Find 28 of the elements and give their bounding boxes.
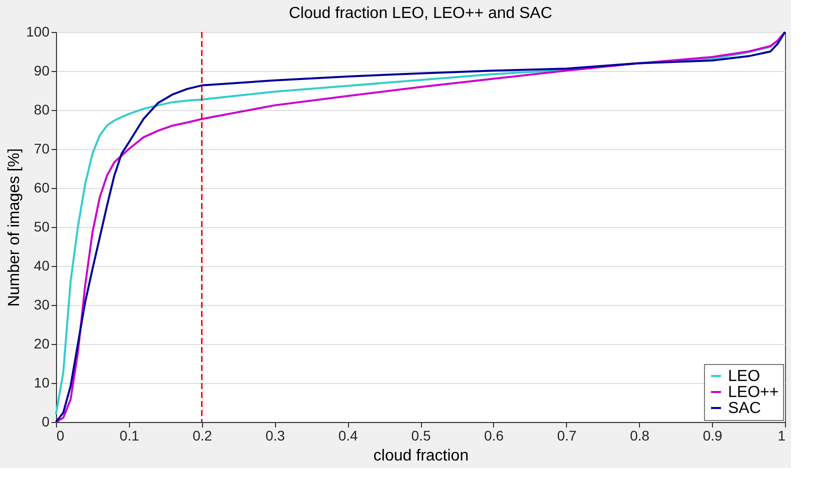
y-tick-label: 80	[34, 102, 50, 118]
y-tick-label: 100	[26, 24, 50, 40]
y-tick-label: 40	[34, 258, 50, 274]
y-axis-title: Number of images [%]	[6, 148, 24, 307]
x-tick-label: 0.2	[192, 428, 212, 444]
x-tick-label: 0.9	[702, 428, 723, 444]
legend-label: LEO++	[728, 384, 779, 401]
x-tick-label: 0.3	[265, 428, 286, 444]
x-tick-label: 0.7	[557, 428, 577, 444]
legend-label: LEO	[728, 368, 760, 385]
y-tick-label: 90	[34, 62, 50, 78]
legend-label: SAC	[728, 400, 761, 417]
x-tick-label: 0.6	[484, 428, 504, 444]
x-axis-title: cloud fraction	[373, 448, 469, 464]
y-tick-label: 0	[42, 414, 50, 430]
y-tick-label: 60	[34, 180, 50, 196]
y-tick-label: 70	[34, 140, 50, 156]
x-tick-label: 0	[56, 428, 64, 444]
x-tick-label: 0.4	[338, 428, 358, 444]
y-tick-label: 10	[34, 374, 50, 390]
x-tick-label: 0.1	[120, 428, 140, 444]
x-tick-label: 0.8	[630, 428, 650, 444]
x-tick-label: 0.5	[411, 428, 431, 444]
y-tick-label: 20	[34, 336, 50, 352]
x-tick-label: 1	[778, 428, 786, 444]
y-tick-label: 30	[34, 296, 50, 312]
y-tick-label: 50	[34, 218, 50, 234]
chart-title: Cloud fraction LEO, LEO++ and SAC	[288, 5, 552, 22]
